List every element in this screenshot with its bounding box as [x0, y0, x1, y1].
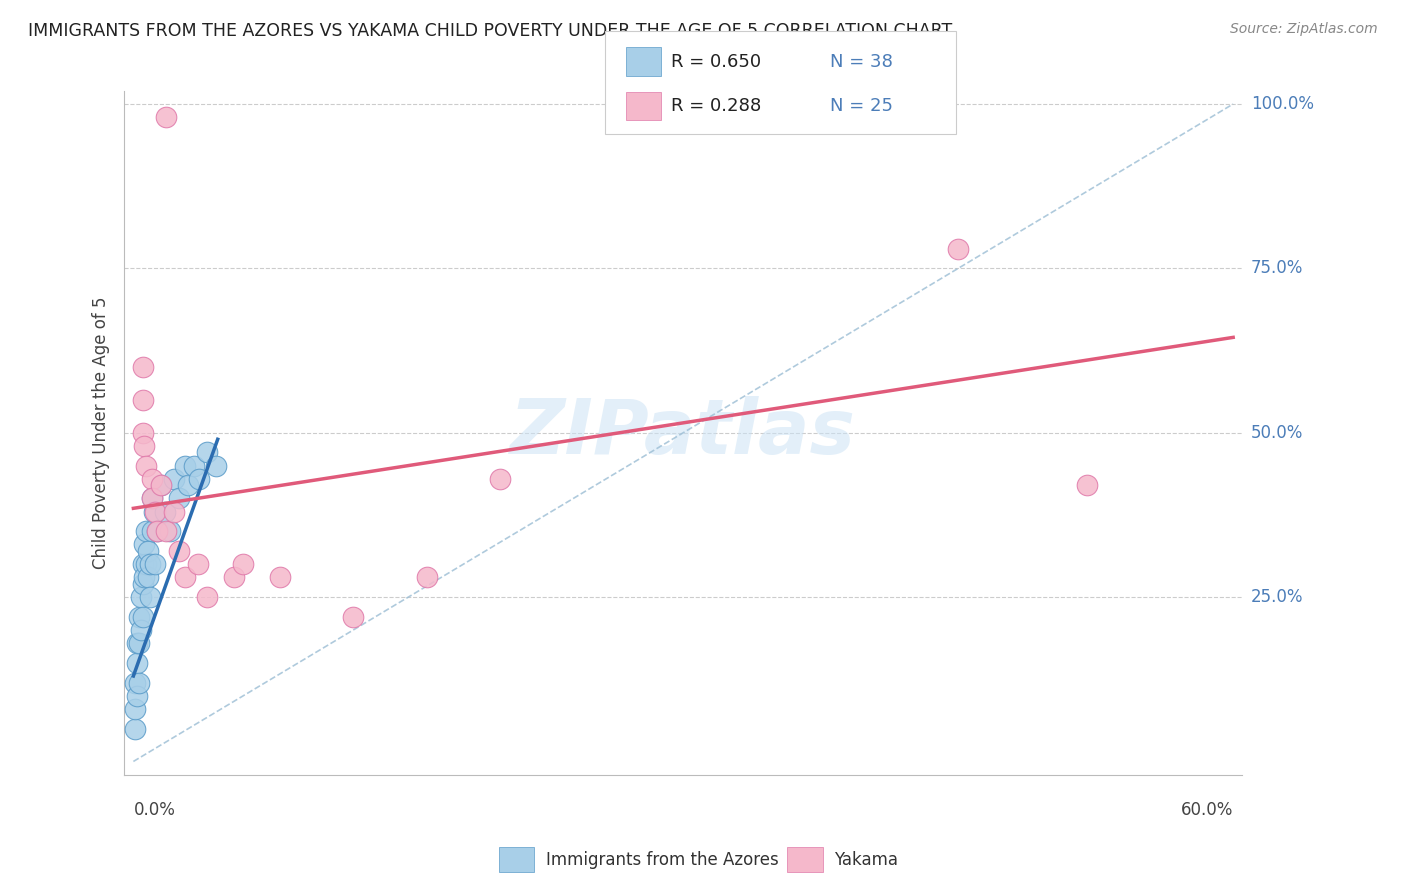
Point — [146, 524, 169, 539]
Point — [195, 590, 218, 604]
Point — [186, 558, 208, 572]
Point — [155, 524, 177, 539]
Point — [188, 472, 211, 486]
Point — [139, 590, 162, 604]
Point — [129, 590, 152, 604]
Point — [125, 689, 148, 703]
Point — [145, 558, 167, 572]
Point — [135, 524, 157, 539]
Text: 50.0%: 50.0% — [1251, 424, 1303, 442]
Point — [141, 491, 163, 506]
Text: Yakama: Yakama — [834, 851, 898, 869]
Text: N = 25: N = 25 — [830, 97, 893, 115]
Point — [155, 110, 177, 124]
Point — [342, 609, 364, 624]
Point — [167, 544, 190, 558]
Point — [183, 458, 205, 473]
Point — [125, 636, 148, 650]
Point — [131, 392, 153, 407]
Point — [173, 458, 195, 473]
Point — [131, 609, 153, 624]
Text: 25.0%: 25.0% — [1251, 588, 1303, 606]
Point — [128, 636, 150, 650]
Point — [1076, 478, 1098, 492]
Text: R = 0.650: R = 0.650 — [671, 53, 761, 70]
Point — [134, 570, 156, 584]
Point — [134, 439, 156, 453]
Point — [131, 558, 153, 572]
Text: N = 38: N = 38 — [830, 53, 893, 70]
Point — [142, 505, 165, 519]
Point — [136, 570, 159, 584]
Point — [415, 570, 437, 584]
Text: 60.0%: 60.0% — [1181, 801, 1233, 819]
Point — [141, 491, 163, 506]
Point — [163, 505, 186, 519]
Point — [125, 656, 148, 670]
Text: R = 0.288: R = 0.288 — [671, 97, 761, 115]
Point — [141, 472, 163, 486]
Point — [131, 359, 153, 374]
Point — [124, 675, 146, 690]
Point — [149, 478, 172, 492]
Point — [141, 524, 163, 539]
Point — [232, 558, 254, 572]
Point — [124, 722, 146, 736]
Point — [135, 558, 157, 572]
Point — [205, 458, 228, 473]
Point — [131, 425, 153, 440]
Point — [489, 472, 512, 486]
Point — [135, 458, 157, 473]
Point — [173, 570, 195, 584]
Text: Immigrants from the Azores: Immigrants from the Azores — [546, 851, 779, 869]
Point — [134, 537, 156, 551]
Text: IMMIGRANTS FROM THE AZORES VS YAKAMA CHILD POVERTY UNDER THE AGE OF 5 CORRELATIO: IMMIGRANTS FROM THE AZORES VS YAKAMA CHI… — [28, 22, 952, 40]
Point — [128, 609, 150, 624]
Point — [269, 570, 291, 584]
Point — [128, 675, 150, 690]
Point — [153, 505, 176, 519]
Text: 0.0%: 0.0% — [134, 801, 176, 819]
Text: Source: ZipAtlas.com: Source: ZipAtlas.com — [1230, 22, 1378, 37]
Point — [139, 558, 162, 572]
Point — [145, 505, 167, 519]
Point — [159, 524, 181, 539]
Text: ZIPatlas: ZIPatlas — [510, 396, 856, 470]
Point — [129, 623, 152, 637]
Point — [948, 242, 970, 256]
Point — [131, 577, 153, 591]
Point — [146, 524, 169, 539]
Text: 75.0%: 75.0% — [1251, 260, 1303, 277]
Point — [167, 491, 190, 506]
Point — [149, 478, 172, 492]
Y-axis label: Child Poverty Under the Age of 5: Child Poverty Under the Age of 5 — [93, 296, 110, 569]
Point — [163, 472, 186, 486]
Point — [224, 570, 246, 584]
Point — [124, 702, 146, 716]
Point — [136, 544, 159, 558]
Point — [177, 478, 200, 492]
Point — [195, 445, 218, 459]
Text: 100.0%: 100.0% — [1251, 95, 1313, 113]
